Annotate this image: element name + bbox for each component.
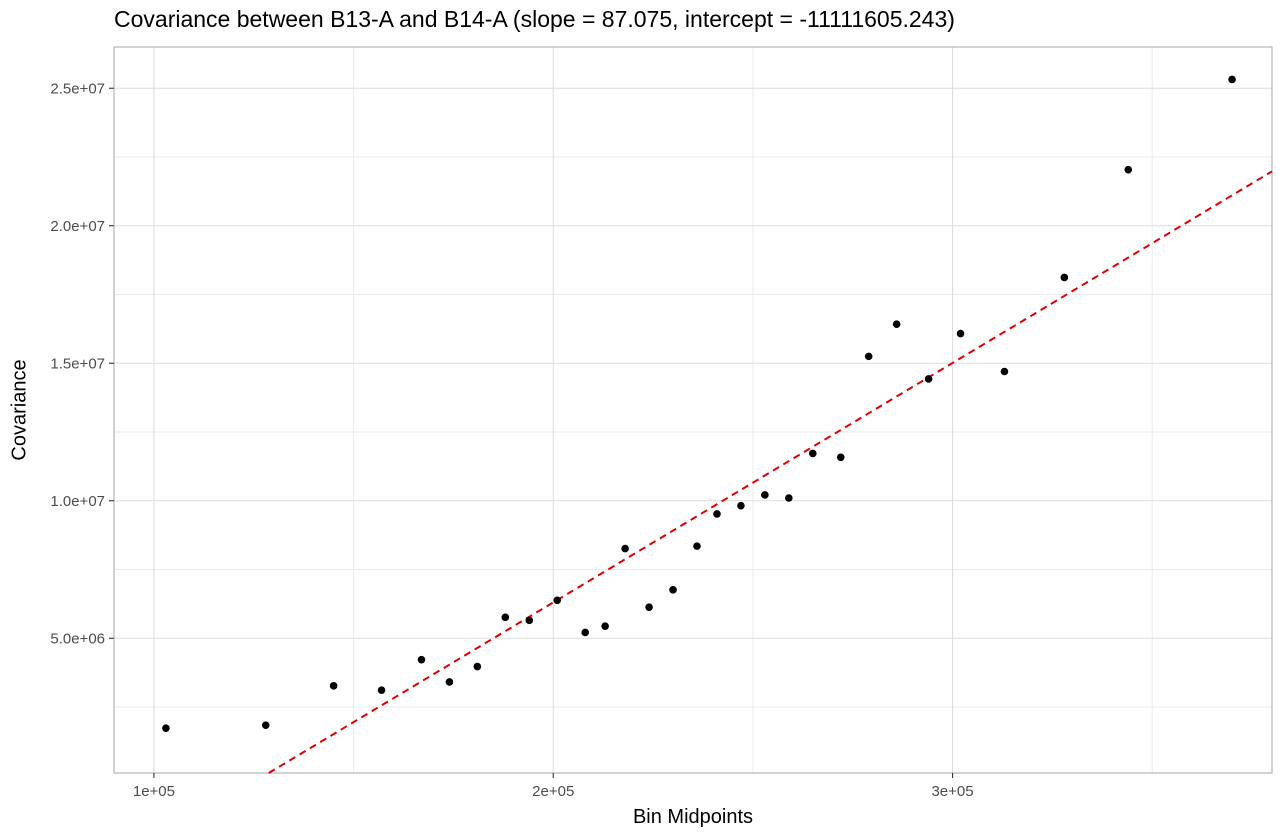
y-tick-label: 1.5e+07: [50, 355, 105, 372]
plot-panel: [114, 47, 1272, 773]
data-point: [669, 586, 677, 594]
data-point: [525, 616, 534, 625]
data-point: [261, 721, 270, 729]
data-point: [737, 501, 745, 510]
data-point: [1060, 273, 1069, 282]
x-tick-label: 3e+05: [931, 783, 973, 800]
data-point: [417, 655, 426, 664]
data-point: [601, 622, 609, 630]
data-point: [621, 544, 629, 553]
data-point: [864, 352, 873, 361]
y-tick-label: 2.0e+07: [50, 218, 105, 235]
data-point: [836, 453, 845, 462]
regression-line-layer: [268, 170, 1273, 774]
data-point: [785, 494, 793, 502]
data-point: [924, 375, 933, 383]
data-point: [713, 510, 721, 518]
data-point: [162, 724, 170, 732]
major-gridlines: [114, 47, 1272, 773]
data-point: [473, 662, 482, 671]
y-axis-title: Covariance: [8, 359, 31, 461]
y-tick-label: 5.0e+06: [50, 630, 105, 647]
x-axis: 1e+05 2e+05 3e+05: [133, 773, 974, 800]
x-tick-label: 1e+05: [133, 783, 175, 800]
regression-line: [268, 170, 1273, 774]
y-tick-label: 1.0e+07: [50, 493, 105, 510]
data-point: [645, 603, 653, 611]
data-point: [1000, 367, 1009, 376]
data-point: [808, 449, 817, 458]
data-point: [693, 542, 701, 550]
data-point: [445, 678, 454, 686]
y-tick-label: 2.5e+07: [50, 80, 105, 97]
data-point: [581, 628, 589, 637]
data-point: [329, 682, 338, 690]
data-points: [162, 75, 1236, 732]
data-point: [761, 491, 769, 499]
y-axis: 5.0e+06 1.0e+07 1.5e+07 2.0e+07 2.5e+07: [50, 80, 114, 647]
minor-gridlines: [114, 47, 1272, 773]
data-point: [1124, 165, 1133, 174]
data-point: [892, 320, 901, 329]
chart-title: Covariance between B13-A and B14-A (slop…: [114, 6, 955, 32]
data-point: [553, 596, 562, 605]
plot-border: [113, 46, 1273, 774]
data-point: [1228, 75, 1236, 84]
data-point: [377, 686, 386, 695]
x-axis-title: Bin Midpoints: [632, 806, 754, 828]
data-point: [501, 613, 510, 622]
data-point: [956, 329, 965, 338]
x-tick-label: 2e+05: [532, 783, 574, 800]
